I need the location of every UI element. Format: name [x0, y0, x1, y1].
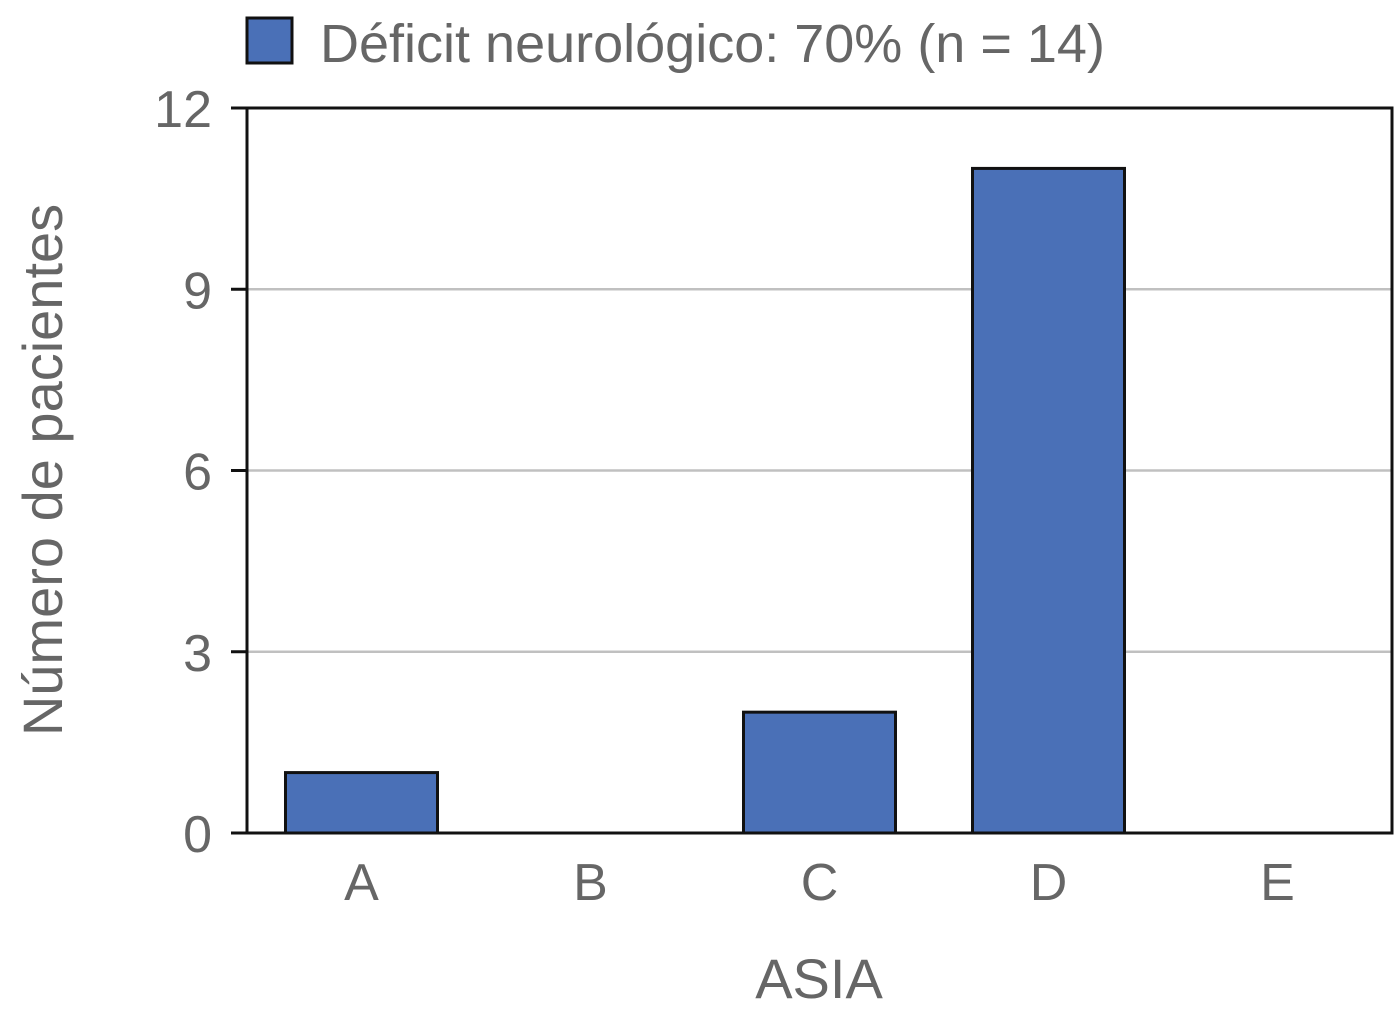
- x-tick-label: E: [1260, 854, 1295, 912]
- bar: [971, 166, 1126, 835]
- legend-label: Déficit neurológico: 70% (n = 14): [320, 14, 1105, 74]
- gridlines: [247, 288, 1392, 653]
- y-tick-label: 0: [183, 806, 212, 864]
- legend: Déficit neurológico: 70% (n = 14): [245, 14, 1105, 74]
- bars: [284, 166, 1126, 835]
- y-tick-label: 6: [183, 444, 212, 502]
- legend-swatch: [245, 16, 294, 65]
- y-tick-label: 3: [183, 625, 212, 683]
- x-tick-label: B: [573, 854, 608, 912]
- x-tick-labels: A B C D E: [344, 854, 1295, 912]
- x-tick-label: C: [801, 854, 839, 912]
- y-tick-label: 12: [154, 81, 212, 139]
- x-axis-title: ASIA: [755, 947, 883, 1010]
- axes: [231, 106, 1394, 835]
- bar: [742, 710, 897, 835]
- y-tick-labels: 0 3 6 9 12: [154, 81, 212, 864]
- y-tick-label: 9: [183, 262, 212, 320]
- x-tick-label: D: [1030, 854, 1068, 912]
- x-tick-label: A: [344, 854, 379, 912]
- y-axis-title: Número de pacientes: [11, 204, 74, 736]
- bar: [284, 771, 439, 835]
